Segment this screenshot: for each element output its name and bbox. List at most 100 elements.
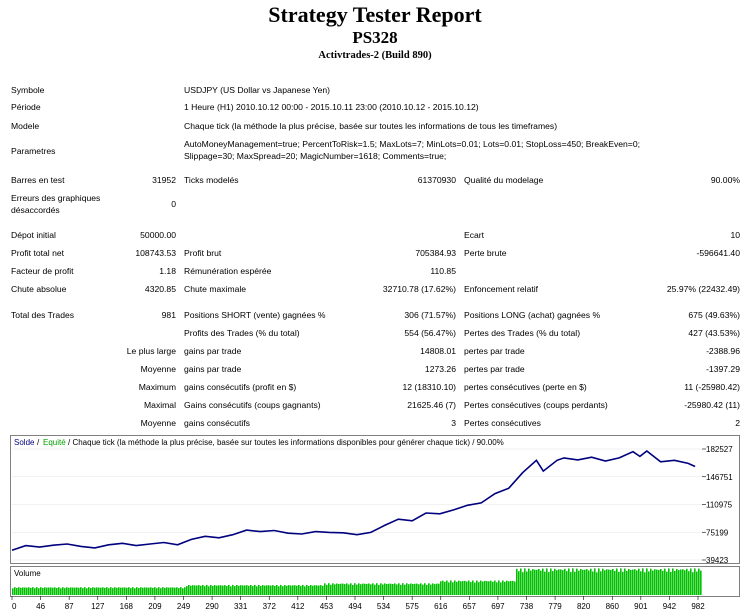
volume-bar [192,585,194,595]
volume-bar [144,587,146,595]
volume-bar [596,572,598,595]
volume-bar [352,585,354,595]
x-tick-label: 616 [434,602,448,611]
profit-factor-value: 1.18 [159,266,176,276]
volume-bar [58,587,60,595]
volume-bar [308,586,310,595]
volume-bar [110,587,112,595]
volume-bar [68,587,70,595]
maximal-wins-label: Gains consécutifs (coups gagnants) [184,400,321,410]
volume-bar [350,583,352,595]
volume-bar [680,569,682,595]
volume-bar [428,583,430,595]
x-tick-label: 87 [65,602,74,611]
volume-bar [590,568,592,595]
volume-bar [226,586,228,595]
volume-bar [472,580,474,595]
volume-bar [420,583,422,595]
volume-bar [182,588,184,595]
volume-bar [28,587,30,595]
volume-bar [604,570,606,595]
volume-bar [24,587,26,595]
volume-bar [458,580,460,595]
volume-bar [356,584,358,595]
maximal-losses-value: -25980.42 (11) [684,400,740,410]
volume-bar [90,588,92,595]
volume-bar [256,586,258,595]
avg-loss-label: pertes par trade [464,364,525,374]
volume-bar [328,583,330,595]
maximal-wins-value: 21625.46 (7) [407,400,456,410]
volume-bar [36,587,38,595]
period-value: 1 Heure (H1) 2010.10.12 00:00 - 2015.10.… [184,102,479,112]
profit-trades-value: 554 (56.47%) [404,328,456,338]
legend-equity: Equité [43,438,66,447]
volume-bar [120,587,122,595]
volume-bar [422,584,424,595]
volume-bar [42,587,44,595]
volume-bar [454,580,456,595]
volume-bar [534,569,536,595]
y-tick-label: 39423 [706,556,729,565]
x-tick-label: 412 [291,602,305,611]
x-tick-label: 575 [405,602,419,611]
volume-bar [152,587,154,595]
volume-bar [622,571,624,595]
volume-bar [638,568,640,595]
net-profit-value: 108743.53 [135,248,176,258]
volume-bar [502,580,504,595]
avg-consec-wins-label: gains consécutifs [184,418,250,428]
volume-bar [258,584,260,595]
volume-bar [576,568,578,595]
errors-label-line-1: Erreurs des graphiques [11,193,101,203]
volume-bar [464,580,466,595]
volume-bar [20,587,22,595]
volume-bar [30,587,32,595]
avg-loss-value: -1397.29 [706,364,740,374]
volume-bar [514,581,516,595]
volume-bar [340,583,342,595]
volume-bar [100,587,102,595]
volume-bar [374,584,376,595]
volume-bar [78,587,80,595]
volume-bar [366,583,368,595]
volume-bar [40,587,42,595]
volume-bar [314,585,316,595]
volume-bar [690,568,692,595]
volume-bar [246,585,248,595]
volume-bar [482,581,484,595]
volume-bar [654,569,656,595]
spread-label: Ecart [464,230,485,240]
volume-bar [490,580,492,595]
volume-bar [82,588,84,595]
x-tick-label: 779 [548,602,562,611]
volume-bar [320,585,322,595]
volume-bar [240,585,242,595]
volume-bar [322,585,324,595]
volume-bar [282,586,284,595]
volume-bar [460,581,462,595]
volume-bar [646,568,648,595]
volume-bar [392,584,394,595]
max-drawdown-label: Chute maximale [184,284,247,294]
y-tick-label: 75199 [706,528,729,537]
volume-bar [598,568,600,595]
volume-bar [290,585,292,595]
volume-bar [106,587,108,595]
volume-bar [678,570,680,595]
bars-label: Barres en test [11,175,65,185]
payoff-label: Rémunération espérée [184,266,272,276]
volume-bar [380,583,382,595]
volume-bar [26,587,28,595]
volume-bar [338,584,340,595]
spread-value: 10 [730,230,740,240]
volume-bar [48,587,50,595]
long-positions-value: 675 (49.63%) [688,310,740,320]
volume-bar [108,588,110,595]
volume-bar [624,568,626,595]
volume-bar [564,568,566,595]
volume-bar [414,583,416,595]
volume-bar [698,568,700,595]
volume-bar [510,581,512,595]
volume-bar [302,584,304,595]
